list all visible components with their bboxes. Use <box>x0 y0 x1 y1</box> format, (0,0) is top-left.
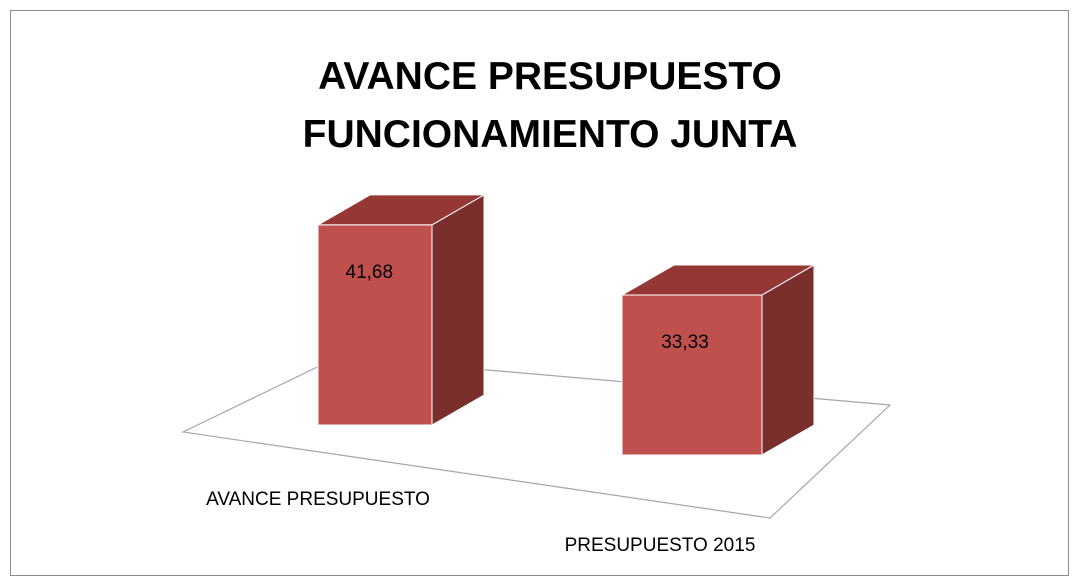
value-label: 33,33 <box>661 332 709 353</box>
value-label: 41,68 <box>346 262 394 283</box>
x-tick-label: PRESUPUESTO 2015 <box>565 535 756 556</box>
bar <box>316 194 486 426</box>
bar-front <box>317 224 433 426</box>
chart-title: AVANCE PRESUPUESTO FUNCIONAMIENTO JUNTA <box>302 55 798 156</box>
bar-side <box>761 264 815 456</box>
bar-front <box>621 294 763 456</box>
chart-frame <box>10 10 1069 576</box>
x-tick-label: AVANCE PRESUPUESTO <box>206 489 430 510</box>
bar <box>620 264 816 456</box>
bar-side <box>431 194 485 426</box>
